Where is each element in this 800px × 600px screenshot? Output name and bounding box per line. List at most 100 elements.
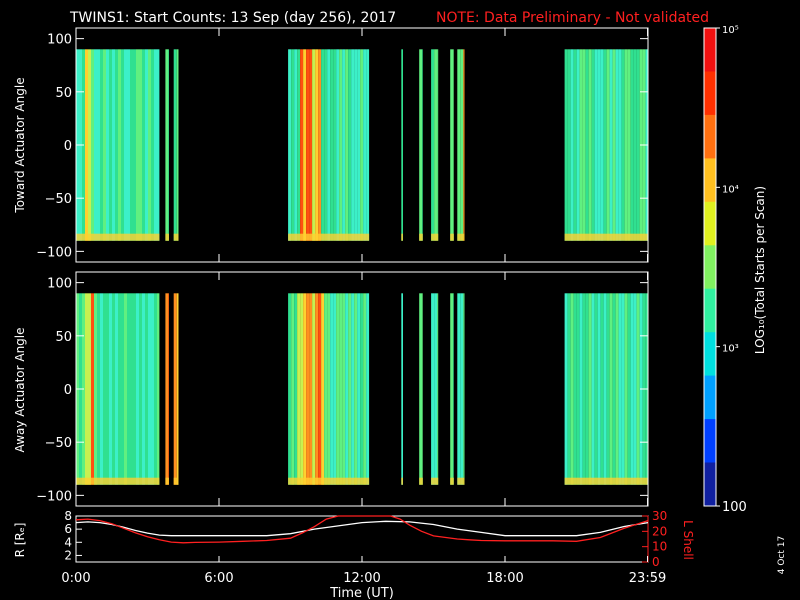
heatmap-cell — [460, 49, 464, 241]
heatmap-band — [457, 233, 465, 241]
colorbar-segment — [704, 158, 716, 203]
heatmap-cell — [297, 49, 301, 241]
heatmap-cell — [366, 49, 370, 241]
heatmap-cell — [609, 293, 613, 485]
away-ylabel: Away Actuator Angle — [13, 327, 27, 452]
heatmap-cell — [576, 293, 580, 485]
heatmap-band — [564, 477, 648, 485]
heatmap-band — [173, 477, 179, 485]
heatmap-cell — [588, 49, 592, 241]
heatmap-cell — [422, 49, 423, 241]
heatmap-band — [419, 477, 423, 485]
heatmap-cell — [106, 49, 109, 241]
heatmap-band — [76, 233, 160, 241]
heatmap-band — [450, 233, 454, 241]
heatmap-cell — [630, 293, 634, 485]
colorbar-frame — [703, 27, 717, 507]
heatmap-cell — [130, 49, 133, 241]
heatmap-cell — [431, 293, 435, 485]
heatmap-band — [431, 233, 439, 241]
heatmap-cell — [321, 49, 325, 241]
heatmap-cell — [148, 293, 151, 485]
colorbar-segment — [704, 419, 716, 464]
heatmap-band — [401, 233, 403, 241]
heatmap-cell — [118, 49, 121, 241]
heatmap-cell — [85, 293, 88, 485]
heatmap-cell — [345, 293, 349, 485]
heatmap-cell — [582, 49, 586, 241]
heatmap-cell — [567, 293, 571, 485]
heatmap-cell — [312, 293, 316, 485]
heatmap-cell — [148, 49, 151, 241]
heatmap-cell — [573, 293, 577, 485]
heatmap-cell — [600, 293, 604, 485]
heatmap-cell — [97, 293, 100, 485]
y-tick-label: −100 — [36, 245, 72, 260]
x-tick-label: 0:00 — [61, 571, 90, 586]
heatmap-cell — [351, 49, 355, 241]
heatmap-cell — [315, 293, 319, 485]
heatmap-cell — [363, 293, 367, 485]
heatmap-cell — [309, 293, 313, 485]
heatmap-cell — [570, 293, 574, 485]
heatmap-cell — [437, 293, 439, 485]
x-tick-label: 18:00 — [486, 571, 523, 586]
heatmap-cell — [127, 49, 130, 241]
heatmap-cell — [109, 293, 112, 485]
heatmap-cell — [173, 293, 177, 485]
heatmap-cell — [173, 49, 177, 241]
lshell-line — [75, 515, 649, 544]
y-tick-label-right: 20 — [652, 524, 667, 538]
heatmap-cell — [165, 293, 169, 485]
heatmap-cell — [115, 49, 118, 241]
heatmap-band — [419, 233, 423, 241]
heatmap-cell — [624, 293, 628, 485]
heatmap-cell — [133, 293, 136, 485]
heatmap-band — [431, 477, 439, 485]
colorbar-segment — [704, 71, 716, 116]
heatmap-cell — [633, 293, 637, 485]
heatmap-cell — [88, 293, 91, 485]
heatmap-cell — [630, 49, 634, 241]
y-tick-label: −50 — [45, 192, 72, 207]
heatmap-cell — [176, 49, 179, 241]
heatmap-cell — [431, 49, 435, 241]
heatmap-cell — [306, 49, 310, 241]
heatmap-cell — [457, 293, 461, 485]
heatmap-cell — [579, 293, 583, 485]
heatmap-cell — [324, 49, 328, 241]
heatmap-cell — [633, 49, 637, 241]
heatmap-band — [288, 477, 370, 485]
y-tick-label: 100 — [47, 33, 72, 48]
heatmap-band — [165, 233, 169, 241]
heatmap-cell — [564, 293, 568, 485]
heatmap-cell — [460, 293, 464, 485]
heatmap-cell — [303, 293, 307, 485]
heatmap-cell — [136, 293, 139, 485]
y-tick-label: 50 — [55, 86, 72, 101]
heatmap-cell — [627, 49, 631, 241]
orbit-ylabel-left: R [Rₑ] — [13, 523, 27, 558]
heatmap-cell — [591, 293, 595, 485]
toward-heatmap-panel: 100 50 0 −50 −100 — [36, 27, 649, 263]
heatmap-cell — [437, 49, 439, 241]
colorbar-segment — [704, 288, 716, 333]
away-heatmap-panel: 100 50 0 −50 −100 — [36, 271, 649, 507]
heatmap-cell — [109, 49, 112, 241]
heatmap-cell — [300, 49, 304, 241]
heatmap-cell — [112, 49, 115, 241]
heatmap-cell — [133, 49, 136, 241]
heatmap-cell — [330, 293, 334, 485]
y-tick-label: 8 — [64, 509, 72, 523]
heatmap-cell — [422, 293, 423, 485]
heatmap-cell — [354, 49, 358, 241]
heatmap-cell — [567, 49, 571, 241]
heatmap-cell — [333, 49, 337, 241]
heatmap-band — [288, 233, 370, 241]
heatmap-cell — [636, 49, 640, 241]
colorbar-tick-label: 10⁵ — [722, 25, 739, 36]
colorbar: 10⁵ 10⁴ 10³ 100 — [703, 25, 747, 515]
heatmap-cell — [450, 293, 454, 485]
heatmap-cell — [419, 293, 423, 485]
